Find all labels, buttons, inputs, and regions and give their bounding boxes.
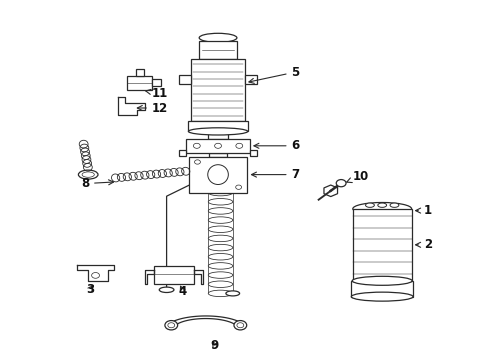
Bar — [188, 121, 248, 131]
Ellipse shape — [208, 198, 233, 205]
Bar — [208, 131, 228, 139]
Circle shape — [234, 320, 246, 330]
Ellipse shape — [208, 208, 233, 214]
Ellipse shape — [188, 128, 248, 135]
Polygon shape — [194, 270, 203, 284]
Ellipse shape — [208, 235, 233, 242]
Bar — [250, 150, 257, 156]
Text: 5: 5 — [249, 66, 300, 84]
Bar — [245, 75, 257, 84]
Bar — [154, 266, 194, 284]
Bar — [179, 75, 191, 84]
Circle shape — [165, 320, 178, 330]
Circle shape — [168, 323, 175, 328]
Circle shape — [195, 160, 200, 164]
Circle shape — [237, 323, 244, 328]
Ellipse shape — [208, 244, 233, 251]
Ellipse shape — [78, 170, 98, 179]
Polygon shape — [77, 265, 114, 281]
Ellipse shape — [366, 203, 374, 207]
Ellipse shape — [390, 203, 399, 207]
Text: 11: 11 — [146, 87, 168, 100]
Ellipse shape — [208, 226, 233, 233]
Bar — [191, 59, 245, 121]
Polygon shape — [118, 97, 145, 115]
Bar — [351, 281, 413, 297]
Ellipse shape — [208, 272, 233, 278]
Polygon shape — [324, 185, 338, 197]
Bar — [199, 41, 237, 59]
Bar — [152, 79, 161, 86]
Ellipse shape — [208, 217, 233, 223]
Bar — [189, 157, 247, 193]
Polygon shape — [145, 270, 154, 284]
Bar — [179, 150, 186, 156]
Text: 3: 3 — [86, 283, 94, 296]
Circle shape — [236, 143, 243, 148]
Ellipse shape — [353, 202, 412, 215]
Text: 12: 12 — [137, 102, 168, 114]
Circle shape — [236, 185, 242, 189]
Ellipse shape — [82, 172, 94, 177]
Circle shape — [92, 273, 99, 278]
Ellipse shape — [199, 33, 237, 42]
Ellipse shape — [208, 290, 233, 297]
Ellipse shape — [226, 291, 240, 296]
Ellipse shape — [208, 263, 233, 269]
Ellipse shape — [352, 276, 412, 285]
Ellipse shape — [208, 189, 233, 196]
Text: 1: 1 — [416, 204, 432, 217]
Text: 10: 10 — [347, 170, 369, 183]
Ellipse shape — [208, 253, 233, 260]
Bar — [353, 209, 412, 281]
Bar — [136, 69, 144, 76]
Ellipse shape — [159, 287, 174, 292]
Bar — [209, 153, 227, 157]
Bar — [127, 76, 152, 90]
Circle shape — [215, 143, 221, 148]
Text: 9: 9 — [211, 339, 219, 352]
Circle shape — [194, 143, 200, 148]
Circle shape — [336, 180, 346, 187]
Text: 7: 7 — [251, 168, 300, 181]
Ellipse shape — [378, 203, 387, 207]
Ellipse shape — [208, 281, 233, 288]
Bar — [186, 139, 250, 153]
Ellipse shape — [208, 165, 228, 184]
Text: 8: 8 — [81, 177, 114, 190]
Ellipse shape — [351, 292, 413, 301]
Text: 2: 2 — [416, 238, 432, 251]
Text: 6: 6 — [254, 139, 300, 152]
Text: 4: 4 — [179, 285, 187, 298]
